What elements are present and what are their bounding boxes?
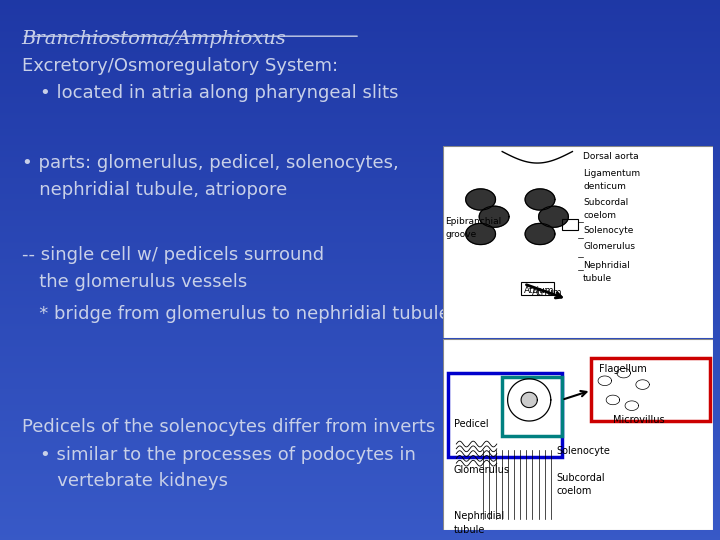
Text: Epibranchial: Epibranchial — [446, 217, 502, 226]
Bar — [562, 219, 578, 230]
Text: • located in atria along pharyngeal slits: • located in atria along pharyngeal slit… — [40, 84, 398, 102]
Bar — [503, 377, 562, 436]
Text: denticum: denticum — [583, 182, 626, 191]
Text: • similar to the processes of podocytes in: • similar to the processes of podocytes … — [40, 446, 415, 463]
Text: Pedicels of the solenocytes differ from inverts: Pedicels of the solenocytes differ from … — [22, 418, 435, 436]
Text: tubule: tubule — [454, 524, 485, 535]
Text: nephridial tubule, atriopore: nephridial tubule, atriopore — [22, 181, 287, 199]
Text: Solenocyte: Solenocyte — [557, 446, 610, 456]
Polygon shape — [480, 206, 509, 227]
Text: Glomerulus: Glomerulus — [583, 241, 635, 251]
Text: coelom: coelom — [583, 211, 616, 220]
Text: Excretory/Osmoregulatory System:: Excretory/Osmoregulatory System: — [22, 57, 338, 75]
Text: Nephridial: Nephridial — [583, 261, 630, 270]
Bar — [521, 282, 554, 295]
Polygon shape — [521, 392, 537, 408]
Text: Atrium: Atrium — [523, 286, 554, 295]
Text: Dorsal aorta: Dorsal aorta — [583, 152, 639, 160]
Text: Flagellum: Flagellum — [599, 363, 647, 374]
Polygon shape — [539, 206, 568, 227]
Text: -- single cell w/ pedicels surround: -- single cell w/ pedicels surround — [22, 246, 324, 264]
Text: Atrium: Atrium — [532, 288, 562, 296]
Polygon shape — [466, 189, 495, 210]
Text: the glomerulus vessels: the glomerulus vessels — [22, 273, 247, 291]
Polygon shape — [525, 224, 555, 245]
Text: Solenocyte: Solenocyte — [583, 226, 634, 235]
Bar — [591, 358, 710, 421]
Text: Ligamentum: Ligamentum — [583, 169, 640, 178]
Text: Subcordal: Subcordal — [557, 473, 605, 483]
Text: • parts: glomerulus, pedicel, solenocytes,: • parts: glomerulus, pedicel, solenocyte… — [22, 154, 398, 172]
Text: Branchiostoma/Amphioxus: Branchiostoma/Amphioxus — [22, 30, 287, 48]
Text: tubule: tubule — [583, 274, 612, 284]
Text: Glomerulus: Glomerulus — [454, 465, 510, 475]
Text: Nephridial: Nephridial — [454, 511, 504, 521]
Bar — [448, 373, 562, 457]
Text: * bridge from glomerulus to nephridial tubule: * bridge from glomerulus to nephridial t… — [22, 305, 449, 323]
Text: Subcordal: Subcordal — [583, 198, 629, 207]
Text: Pedicel: Pedicel — [454, 419, 488, 429]
Text: Microvillus: Microvillus — [613, 415, 665, 426]
Text: groove: groove — [446, 230, 477, 239]
Polygon shape — [525, 189, 555, 210]
Text: vertebrate kidneys: vertebrate kidneys — [40, 472, 228, 490]
Text: coelom: coelom — [557, 486, 592, 496]
Polygon shape — [466, 224, 495, 245]
